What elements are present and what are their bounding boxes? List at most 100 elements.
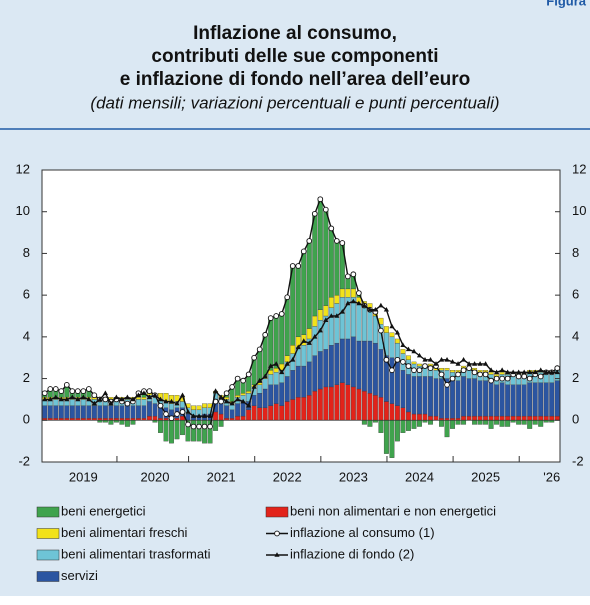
line-marker <box>75 396 81 402</box>
line-marker <box>521 373 528 380</box>
bar-segment <box>527 415 533 421</box>
line-marker <box>53 394 59 400</box>
bar-segment <box>494 415 500 421</box>
chart-title: Inflazione al consumo, <box>193 23 397 44</box>
bar-segment <box>235 415 241 421</box>
line-marker <box>284 294 291 301</box>
line-marker <box>52 386 59 392</box>
bar-segment <box>439 367 444 371</box>
bar-segment <box>328 228 334 298</box>
bar-segment <box>356 340 362 390</box>
chart-title: e inflazione di fondo nell’area dell’eur… <box>120 69 471 90</box>
bar-segment <box>102 405 108 419</box>
bar-segment <box>400 407 406 421</box>
y-tick-label-right: 12 <box>572 161 586 176</box>
bar-segment <box>334 342 340 385</box>
line-marker <box>179 392 186 398</box>
bar-segment <box>405 411 411 421</box>
line-marker <box>477 371 483 378</box>
bar-segment <box>279 382 285 406</box>
line-marker <box>444 381 450 388</box>
bar-segment <box>163 420 169 442</box>
line-marker <box>63 381 70 388</box>
bar-segment <box>433 415 439 421</box>
line-marker <box>389 323 395 329</box>
bar-segment <box>323 386 329 421</box>
bar-segment <box>317 199 323 310</box>
line-marker <box>334 313 340 318</box>
bar-segment <box>483 420 489 425</box>
bar-segment <box>328 386 334 421</box>
bar-segment <box>80 405 86 419</box>
line-marker <box>223 390 230 397</box>
bar-segment <box>488 415 494 421</box>
bar-segment <box>251 405 257 421</box>
x-tick-label: 2024 <box>405 469 434 484</box>
line-marker <box>58 396 64 402</box>
line-marker <box>196 423 202 430</box>
bar-segment <box>306 361 312 396</box>
line-marker <box>345 300 351 306</box>
bar-segment <box>64 405 70 419</box>
bar-segment <box>295 265 301 338</box>
bar-segment <box>543 415 549 421</box>
line-marker <box>526 375 533 382</box>
line-marker <box>367 306 373 312</box>
bar-segment <box>119 405 125 419</box>
bar-segment <box>124 420 130 427</box>
line-marker <box>361 302 367 308</box>
line-marker <box>471 361 478 366</box>
bar-segment <box>383 326 389 333</box>
line-marker <box>174 400 180 406</box>
line-marker <box>262 373 268 379</box>
line-marker <box>438 371 445 378</box>
line-marker <box>97 396 103 402</box>
line-marker <box>483 361 489 366</box>
bar-segment <box>334 303 340 344</box>
line-marker <box>58 388 65 394</box>
bar-segment <box>119 420 125 425</box>
bar-segment <box>400 349 406 354</box>
bar-segment <box>86 405 92 419</box>
line-marker <box>301 338 307 343</box>
line-marker <box>400 342 406 347</box>
bar-segment <box>53 399 59 406</box>
bar-segment <box>372 315 378 344</box>
bar-segment <box>191 405 197 411</box>
bar-segment <box>246 390 252 394</box>
line-marker <box>196 413 202 418</box>
bar-segment <box>323 209 329 306</box>
bar-segment <box>108 405 114 419</box>
bar-segment <box>169 420 174 444</box>
line-marker <box>488 367 494 373</box>
bar-segment <box>218 403 224 415</box>
x-tick-label: 2020 <box>141 469 170 484</box>
y-tick-label: 0 <box>23 412 30 427</box>
line-marker <box>328 313 334 318</box>
y-tick-label-right: -2 <box>572 453 584 468</box>
line-marker <box>466 361 472 366</box>
bar-segment <box>356 388 362 421</box>
bar-segment <box>91 405 97 419</box>
bar-segment <box>494 384 500 417</box>
line-marker <box>102 396 109 403</box>
bar-segment <box>439 420 444 427</box>
bar-segment <box>477 380 483 417</box>
bar-segment <box>141 397 147 400</box>
line-marker <box>433 361 439 366</box>
line-marker <box>157 402 164 409</box>
bar-segment <box>273 315 279 369</box>
bar-segment <box>290 345 296 354</box>
bar-segment <box>69 405 75 419</box>
legend-marker <box>274 552 280 557</box>
y-tick-label-right: 0 <box>572 412 579 427</box>
bar-segment <box>295 397 301 421</box>
bar-segment <box>483 415 489 421</box>
figure-label: Figura <box>546 0 586 8</box>
bar-segment <box>152 403 158 417</box>
line-marker <box>190 413 197 418</box>
bar-segment <box>273 384 279 404</box>
line-marker <box>229 400 235 406</box>
plot-frame <box>41 169 561 463</box>
line-marker <box>416 367 423 374</box>
